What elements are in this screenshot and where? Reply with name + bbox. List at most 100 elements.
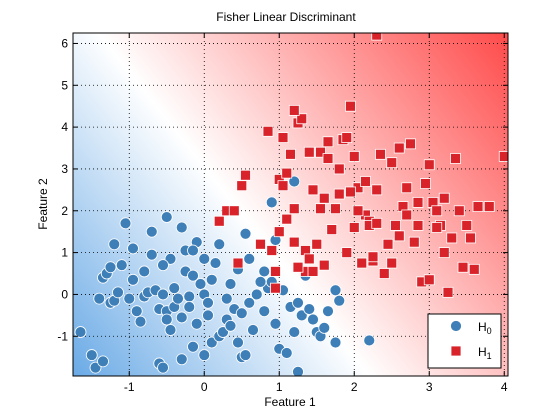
point-h0	[134, 315, 147, 328]
point-h1	[307, 184, 319, 196]
point-h0	[108, 238, 121, 251]
point-h1	[472, 201, 484, 212]
point-h0	[160, 211, 173, 223]
point-h0	[160, 313, 173, 326]
point-h0	[89, 361, 102, 374]
point-h0	[322, 305, 334, 318]
point-h1	[431, 222, 443, 233]
point-h0	[97, 355, 109, 368]
point-h1	[266, 245, 278, 256]
point-h0	[247, 324, 259, 336]
point-h0	[157, 361, 169, 374]
point-h1	[288, 104, 300, 116]
y-tick-label: -1	[57, 329, 68, 343]
point-h0	[112, 286, 124, 299]
point-h1	[292, 261, 304, 273]
point-h1	[311, 238, 323, 250]
point-h1	[386, 157, 398, 169]
point-h1	[341, 132, 353, 143]
point-h1	[386, 257, 398, 269]
legend-label-h1-sub: 1	[487, 351, 492, 361]
point-h1	[232, 257, 244, 269]
point-h1	[412, 220, 424, 231]
point-h0	[104, 261, 117, 274]
point-h1	[277, 132, 289, 143]
point-h1	[408, 236, 420, 248]
point-h1	[446, 232, 458, 244]
y-tick-label: 0	[61, 287, 68, 301]
point-h1	[356, 257, 368, 269]
point-h0	[232, 336, 244, 349]
point-h0	[209, 257, 222, 269]
legend-label-h0-base: H	[478, 320, 487, 334]
point-h0	[183, 290, 196, 303]
point-h0	[194, 278, 207, 290]
point-h0	[123, 292, 136, 305]
point-h0	[138, 265, 151, 278]
point-h1	[296, 113, 308, 125]
point-h1	[315, 146, 326, 158]
point-h0	[127, 242, 139, 255]
point-h0	[168, 282, 181, 295]
point-h0	[175, 221, 188, 234]
x-axis-label: Feature 1	[264, 395, 316, 409]
point-h1	[322, 136, 334, 148]
point-h1	[465, 232, 476, 244]
point-h0	[217, 326, 229, 338]
y-tick-label: 4	[61, 120, 68, 134]
point-h0	[198, 252, 211, 265]
point-h1	[288, 236, 300, 248]
point-h0	[333, 294, 346, 307]
point-h0	[127, 273, 139, 286]
point-h1	[303, 253, 315, 265]
legend: H0 H1	[427, 313, 502, 369]
legend-box	[427, 313, 502, 369]
point-h1	[322, 153, 334, 164]
point-h1	[438, 247, 450, 259]
point-h0	[119, 217, 132, 230]
x-tick-label: 0	[201, 380, 208, 394]
point-h1	[390, 220, 401, 231]
point-h0	[213, 238, 226, 251]
axis-ticks: -1 0 1 2 3 4 -1 0 1 2 3 4 5 6	[57, 33, 508, 394]
point-h1	[468, 263, 480, 275]
point-h0	[307, 313, 319, 326]
point-h0	[175, 353, 188, 366]
point-h0	[187, 269, 199, 282]
point-h1	[345, 100, 356, 112]
point-h1	[371, 217, 383, 229]
point-h1	[412, 197, 424, 208]
point-h1	[438, 192, 450, 204]
point-h1	[371, 184, 383, 196]
legend-marker-h1	[450, 345, 462, 357]
point-h1	[457, 261, 469, 273]
point-h0	[303, 303, 316, 315]
point-h0	[254, 275, 267, 288]
x-tick-label: 1	[276, 380, 283, 394]
point-h1	[318, 259, 330, 271]
point-h1	[236, 180, 248, 192]
point-h0	[295, 309, 308, 322]
point-h1	[333, 163, 345, 175]
point-h1	[307, 266, 319, 277]
point-h0	[235, 307, 248, 320]
point-h0	[205, 273, 218, 286]
point-h0	[292, 365, 304, 376]
y-tick-label: 3	[61, 162, 68, 176]
legend-marker-h0	[450, 320, 462, 332]
point-h1	[326, 224, 338, 235]
point-h0	[190, 317, 203, 330]
point-h0	[258, 305, 271, 318]
point-h0	[292, 296, 304, 309]
point-h1	[371, 33, 383, 41]
point-h0	[224, 319, 237, 332]
point-h1	[367, 251, 379, 263]
point-h1	[262, 125, 274, 137]
point-h0	[205, 336, 218, 349]
point-h0	[187, 244, 199, 257]
point-h0	[243, 296, 256, 309]
legend-label-h1: H1	[478, 345, 492, 361]
point-h1	[285, 148, 296, 160]
point-h1	[330, 203, 341, 215]
point-h0	[172, 292, 184, 305]
